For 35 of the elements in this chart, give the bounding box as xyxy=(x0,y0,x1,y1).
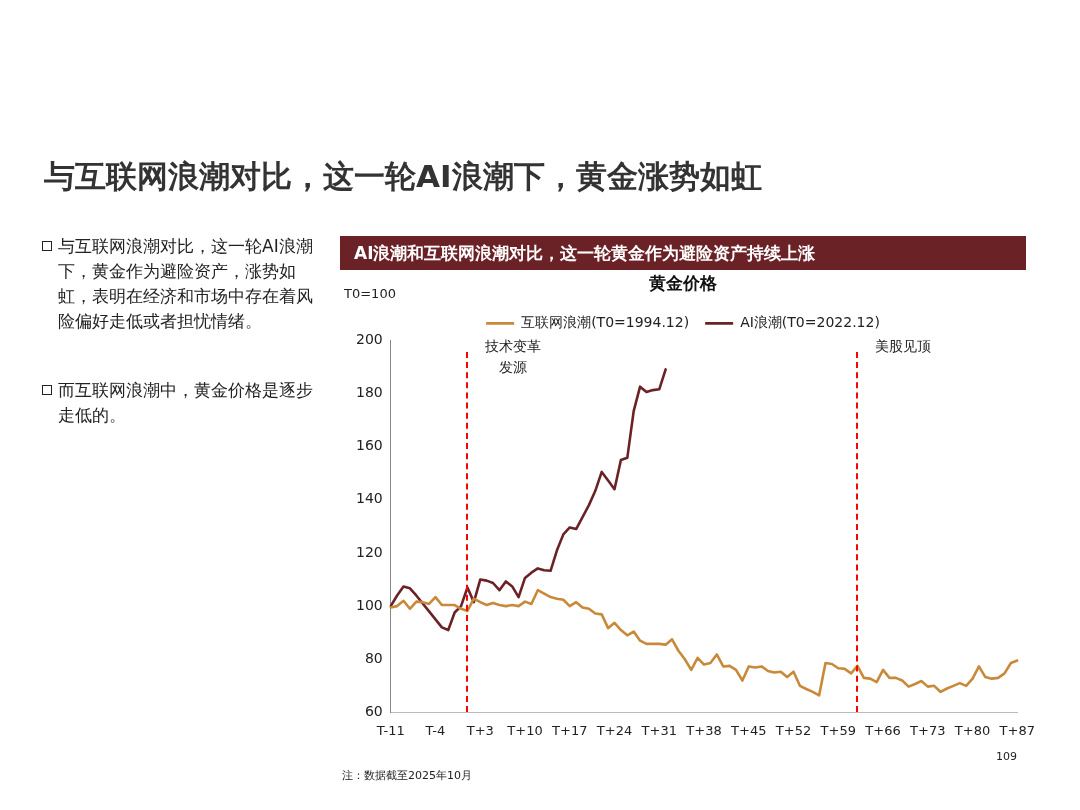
y-tick-label: 120 xyxy=(355,543,383,560)
legend-label: 互联网浪潮(T0=1994.12) xyxy=(521,314,690,331)
y-tick-label: 140 xyxy=(355,490,383,507)
annotation: 技术变革发源 xyxy=(484,337,543,378)
x-tick-label: T+73 xyxy=(909,722,946,738)
chart-title: 黄金价格 xyxy=(648,272,718,293)
text: 注：数据截至2025年10月 xyxy=(342,768,472,783)
text: 与互联网浪潮对比，这一轮AI浪潮下，黄金作为避险资产，涨势如虹，表明在经济和市场中存在着风险偏好走低或者担忧情绪。 xyxy=(58,236,313,331)
x-tick-label: T+45 xyxy=(730,722,767,738)
text: 而互联网浪潮中，黄金价格是逐步走低的。 xyxy=(58,380,313,425)
y-tick-label: 60 xyxy=(364,703,383,720)
x-tick-label: T+17 xyxy=(551,722,588,738)
x-tick-label: T+31 xyxy=(640,722,677,738)
y-tick-label: 160 xyxy=(355,437,383,454)
x-tick-label: T-11 xyxy=(375,722,405,738)
x-tick-label: T+10 xyxy=(506,722,543,738)
y-tick-label: 180 xyxy=(355,384,383,401)
y-tick-label: 80 xyxy=(364,649,383,666)
y-axis-title: T0=100 xyxy=(343,285,396,301)
x-tick-label: T+80 xyxy=(953,722,991,738)
x-tick-label: T-4 xyxy=(424,722,446,738)
y-tick-label: 200 xyxy=(355,331,383,348)
text: 109 xyxy=(996,750,1017,763)
chart-subtitle: AI浪潮和互联网浪潮对比，这一轮黄金作为避险资产持续上涨 xyxy=(340,236,1026,270)
y-tick-label: 100 xyxy=(355,596,383,613)
annotation: 美股见顶 xyxy=(874,337,933,357)
x-tick-label: T+3 xyxy=(465,722,494,738)
x-tick-label: T+87 xyxy=(998,722,1036,738)
x-tick-label: T+38 xyxy=(685,722,722,738)
text: 与互联网浪潮对比，这一轮AI浪潮下，黄金涨势如虹 xyxy=(44,157,762,196)
x-tick-label: T+52 xyxy=(774,722,812,738)
x-tick-label: T+24 xyxy=(595,722,633,738)
legend-label: AI浪潮(T0=2022.12) xyxy=(740,314,880,331)
x-tick-label: T+59 xyxy=(819,722,856,738)
x-tick-label: T+66 xyxy=(864,722,901,738)
